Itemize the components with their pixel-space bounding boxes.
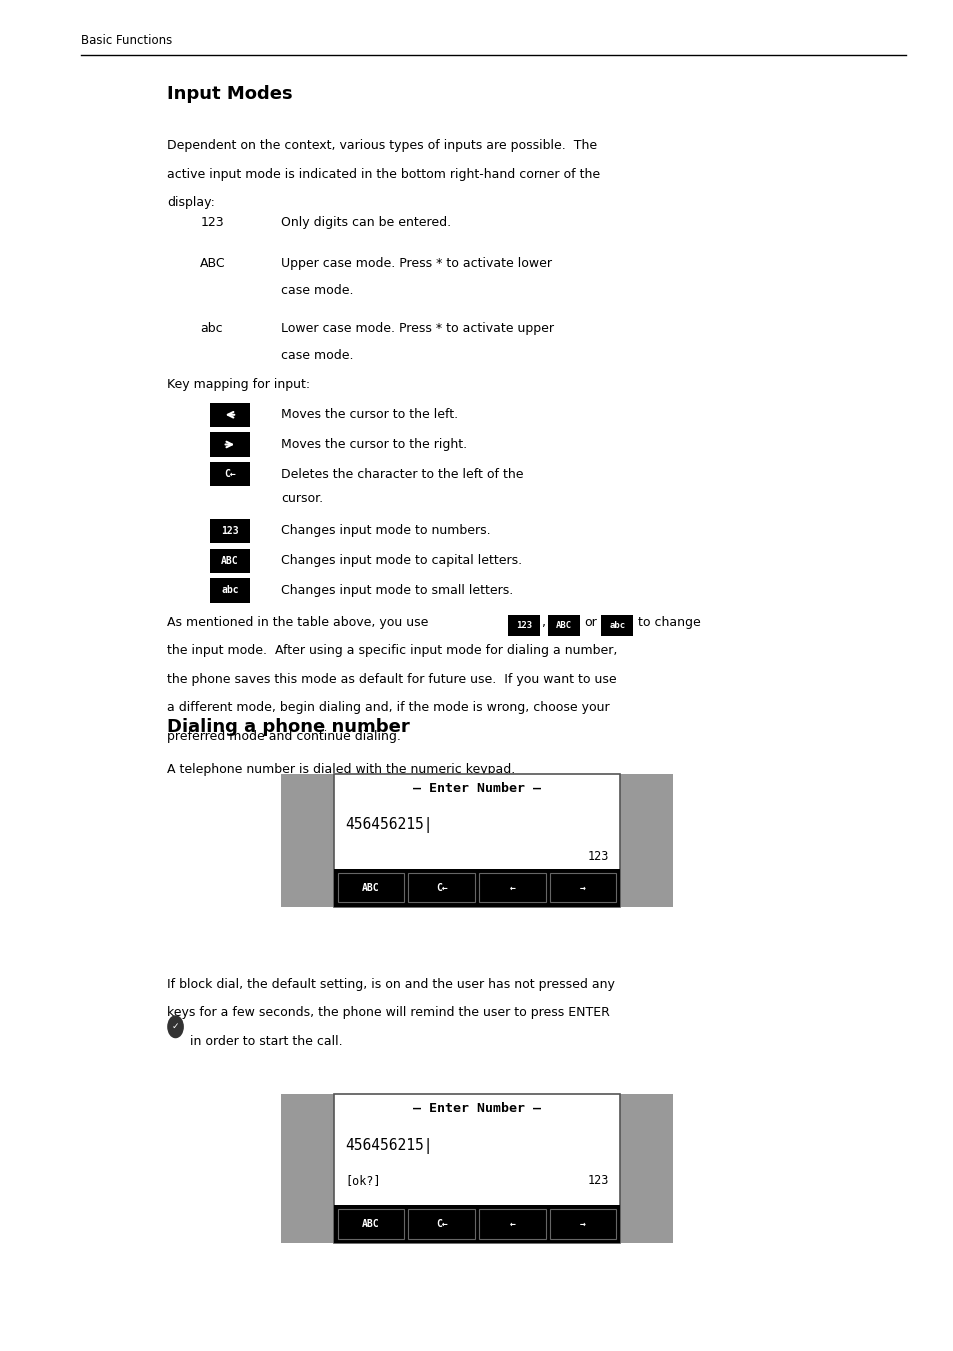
Text: to change: to change: [638, 616, 700, 630]
Text: case mode.: case mode.: [281, 284, 354, 297]
FancyBboxPatch shape: [281, 1094, 672, 1243]
Text: Deletes the character to the left of the: Deletes the character to the left of the: [281, 467, 523, 481]
Text: ←: ←: [509, 882, 515, 893]
FancyBboxPatch shape: [478, 873, 545, 902]
Text: 123: 123: [200, 216, 224, 230]
Text: active input mode is indicated in the bottom right-hand corner of the: active input mode is indicated in the bo…: [167, 168, 599, 181]
Text: Dependent on the context, various types of inputs are possible.  The: Dependent on the context, various types …: [167, 139, 597, 153]
Text: or: or: [583, 616, 596, 630]
Text: [ok?]: [ok?]: [345, 1174, 380, 1188]
Text: in order to start the call.: in order to start the call.: [190, 1035, 342, 1048]
FancyBboxPatch shape: [549, 873, 616, 902]
FancyBboxPatch shape: [549, 1209, 616, 1239]
Text: — Enter Number —: — Enter Number —: [413, 782, 540, 796]
Text: Moves the cursor to the right.: Moves the cursor to the right.: [281, 438, 467, 451]
Text: ABC: ABC: [362, 1219, 379, 1229]
Text: ←: ←: [509, 1219, 515, 1229]
Text: the phone saves this mode as default for future use.  If you want to use: the phone saves this mode as default for…: [167, 673, 616, 686]
Text: abc: abc: [609, 621, 624, 630]
Text: keys for a few seconds, the phone will remind the user to press ENTER: keys for a few seconds, the phone will r…: [167, 1006, 609, 1020]
Text: Moves the cursor to the left.: Moves the cursor to the left.: [281, 408, 458, 422]
Text: ✓: ✓: [172, 1023, 179, 1031]
Text: 123: 123: [221, 526, 238, 536]
Text: a different mode, begin dialing and, if the mode is wrong, choose your: a different mode, begin dialing and, if …: [167, 701, 609, 715]
Text: Basic Functions: Basic Functions: [81, 34, 172, 47]
Text: As mentioned in the table above, you use: As mentioned in the table above, you use: [167, 616, 428, 630]
FancyBboxPatch shape: [334, 1094, 619, 1243]
FancyBboxPatch shape: [210, 403, 250, 427]
FancyBboxPatch shape: [507, 615, 539, 635]
FancyBboxPatch shape: [408, 873, 475, 902]
Text: case mode.: case mode.: [281, 349, 354, 362]
Text: ,: ,: [541, 616, 545, 630]
Text: C←: C←: [224, 469, 235, 480]
FancyBboxPatch shape: [337, 1209, 404, 1239]
FancyBboxPatch shape: [210, 462, 250, 486]
Text: Changes input mode to numbers.: Changes input mode to numbers.: [281, 524, 491, 538]
Text: Upper case mode. Press * to activate lower: Upper case mode. Press * to activate low…: [281, 257, 552, 270]
Text: display:: display:: [167, 196, 214, 209]
Text: abc: abc: [200, 322, 223, 335]
Text: C←: C←: [436, 882, 447, 893]
Text: cursor.: cursor.: [281, 492, 323, 505]
Circle shape: [168, 1016, 183, 1038]
Text: Dialing a phone number: Dialing a phone number: [167, 719, 409, 736]
Text: Key mapping for input:: Key mapping for input:: [167, 378, 310, 392]
Text: 123: 123: [587, 850, 608, 863]
Text: 123: 123: [516, 621, 531, 630]
FancyBboxPatch shape: [281, 774, 672, 907]
FancyBboxPatch shape: [547, 615, 579, 635]
FancyBboxPatch shape: [210, 549, 250, 573]
Text: Changes input mode to small letters.: Changes input mode to small letters.: [281, 584, 513, 597]
Text: →: →: [579, 1219, 585, 1229]
FancyBboxPatch shape: [210, 519, 250, 543]
Text: Input Modes: Input Modes: [167, 85, 293, 103]
FancyBboxPatch shape: [478, 1209, 545, 1239]
Text: Only digits can be entered.: Only digits can be entered.: [281, 216, 451, 230]
Text: Lower case mode. Press * to activate upper: Lower case mode. Press * to activate upp…: [281, 322, 554, 335]
Text: abc: abc: [221, 585, 238, 596]
Text: 456456215|: 456456215|: [345, 817, 433, 834]
Text: ABC: ABC: [362, 882, 379, 893]
Text: — Enter Number —: — Enter Number —: [413, 1102, 540, 1116]
Text: A telephone number is dialed with the numeric keypad.: A telephone number is dialed with the nu…: [167, 763, 515, 777]
Text: the input mode.  After using a specific input mode for dialing a number,: the input mode. After using a specific i…: [167, 644, 617, 658]
Text: ABC: ABC: [200, 257, 226, 270]
Text: Changes input mode to capital letters.: Changes input mode to capital letters.: [281, 554, 522, 567]
FancyBboxPatch shape: [334, 1205, 619, 1243]
Text: ABC: ABC: [556, 621, 571, 630]
Text: →: →: [579, 882, 585, 893]
FancyBboxPatch shape: [600, 615, 633, 635]
Text: If block dial, the default setting, is on and the user has not pressed any: If block dial, the default setting, is o…: [167, 978, 614, 992]
FancyBboxPatch shape: [334, 869, 619, 907]
FancyBboxPatch shape: [337, 873, 404, 902]
FancyBboxPatch shape: [334, 774, 619, 907]
FancyBboxPatch shape: [408, 1209, 475, 1239]
Text: ABC: ABC: [221, 555, 238, 566]
FancyBboxPatch shape: [210, 432, 250, 457]
Text: 123: 123: [587, 1174, 608, 1188]
Text: preferred mode and continue dialing.: preferred mode and continue dialing.: [167, 730, 400, 743]
Text: C←: C←: [436, 1219, 447, 1229]
FancyBboxPatch shape: [210, 578, 250, 603]
Text: 456456215|: 456456215|: [345, 1138, 433, 1154]
